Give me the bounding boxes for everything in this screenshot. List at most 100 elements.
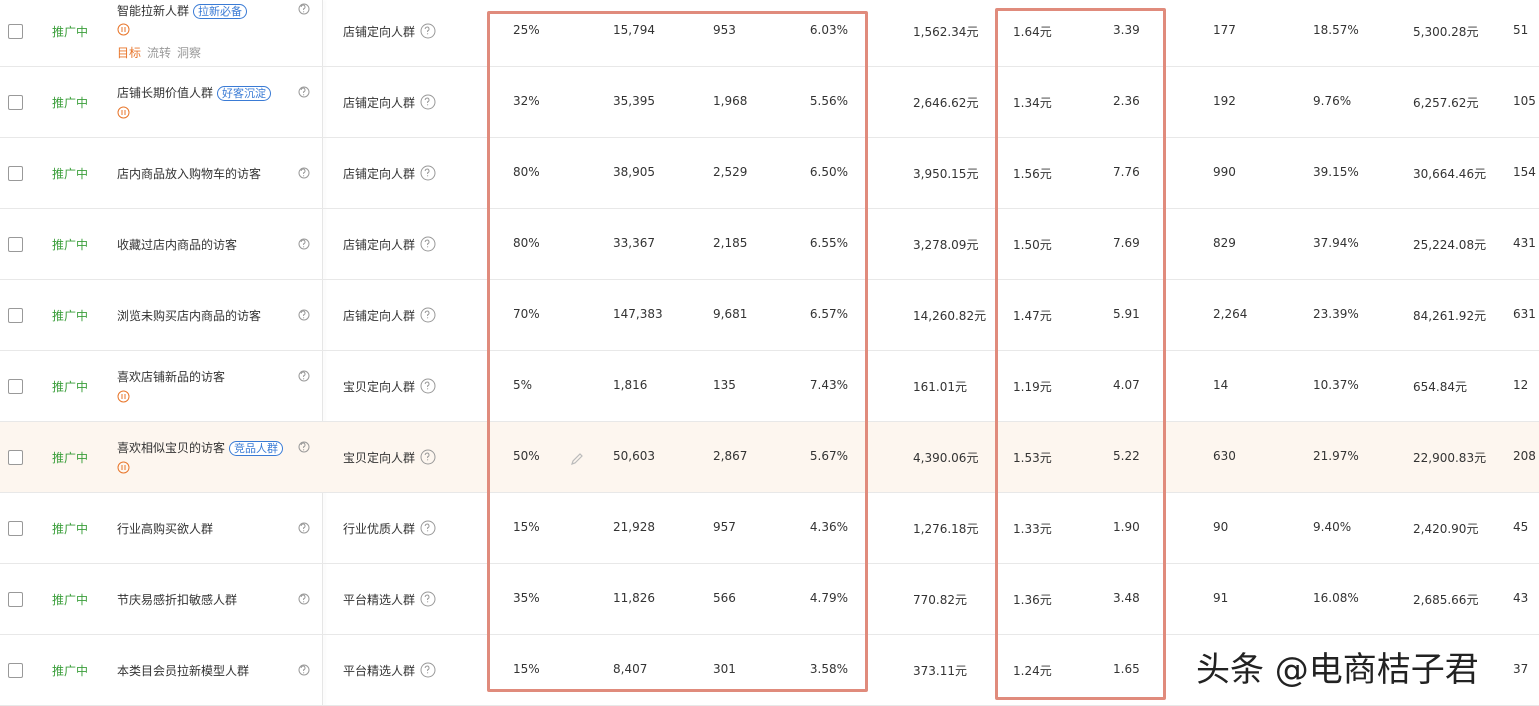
cell-value: 51 <box>1513 23 1529 37</box>
cell-value: 1.64元 <box>1013 25 1052 39</box>
action-link[interactable]: 流转 <box>147 46 172 60</box>
cell-value: 1.33元 <box>1013 522 1052 536</box>
cell-value: 7.69 <box>1113 236 1140 250</box>
status: 推广中 <box>52 309 89 323</box>
checkbox[interactable] <box>8 592 23 607</box>
checkbox[interactable] <box>8 24 23 39</box>
cell-value: 1.47元 <box>1013 309 1052 323</box>
help-icon[interactable] <box>420 662 436 678</box>
checkbox[interactable] <box>8 663 23 678</box>
cell-value: 6,257.62元 <box>1413 96 1479 110</box>
audience-type: 宝贝定向人群 <box>343 380 416 394</box>
cell-value: 10.37% <box>1313 378 1359 392</box>
pause-icon <box>117 106 130 118</box>
help-icon[interactable] <box>298 593 310 605</box>
action-link[interactable]: 目标 <box>117 46 142 60</box>
help-icon[interactable] <box>420 94 436 110</box>
pause-icon <box>117 461 130 473</box>
help-icon[interactable] <box>420 520 436 536</box>
tag: 竞品人群 <box>229 441 284 456</box>
status: 推广中 <box>52 167 89 181</box>
help-icon[interactable] <box>420 236 436 252</box>
cell-value: 35% <box>513 591 540 605</box>
checkbox[interactable] <box>8 237 23 252</box>
name-text: 喜欢店铺新品的访客 <box>117 370 226 384</box>
name-text: 节庆易感折扣敏感人群 <box>117 593 238 607</box>
checkbox[interactable] <box>8 450 23 465</box>
help-icon[interactable] <box>298 522 310 534</box>
audience-name: 喜欢店铺新品的访客 <box>117 368 225 385</box>
cell-value: 2,685.66元 <box>1413 593 1479 607</box>
cell-value: 38,905 <box>613 165 655 179</box>
help-icon[interactable] <box>420 165 436 181</box>
audience-type: 店铺定向人群 <box>343 309 416 323</box>
table-row: 推广中 智能拉新人群 拉新必备 目标 流转 洞察 店铺定向人群 25% 15,794 953 6.0… <box>0 0 1539 67</box>
cell-value: 631 <box>1513 307 1536 321</box>
checkbox[interactable] <box>8 308 23 323</box>
checkbox[interactable] <box>8 166 23 181</box>
cell-value: 630 <box>1213 449 1236 463</box>
name-text: 本类目会员拉新模型人群 <box>117 664 250 678</box>
checkbox[interactable] <box>8 95 23 110</box>
action-link[interactable]: 洞察 <box>177 46 202 60</box>
cell-value: 147,383 <box>613 307 663 321</box>
tag: 好客沉淀 <box>217 86 272 101</box>
help-icon[interactable] <box>420 378 436 394</box>
cell-value: 4.36% <box>809 520 848 534</box>
cell-value: 16.08% <box>1313 591 1359 605</box>
edit-icon[interactable] <box>570 452 584 466</box>
audience-type: 店铺定向人群 <box>343 96 416 110</box>
name-text: 喜欢相似宝贝的访客 <box>117 441 226 455</box>
audience-name: 行业高购买欲人群 <box>117 520 213 537</box>
help-icon[interactable] <box>420 307 436 323</box>
help-icon[interactable] <box>420 449 436 465</box>
cell-value: 35,395 <box>613 94 655 108</box>
watermark: 头条 @电商桔子君 <box>1196 650 1479 690</box>
name-text: 店内商品放入购物车的访客 <box>117 167 262 181</box>
cell-value: 45 <box>1513 520 1529 534</box>
cell-value: 7.76 <box>1113 165 1140 179</box>
cell-value: 50% <box>513 449 540 463</box>
cell-value: 37 <box>1513 662 1529 676</box>
audience-type: 行业优质人群 <box>343 522 416 536</box>
table-row: 推广中 喜欢相似宝贝的访客 竞品人群 宝贝定向人群 50% 50,603 2,867 5.67… <box>0 422 1539 493</box>
cell-value: 50,603 <box>613 449 655 463</box>
cell-value: 15% <box>513 662 540 676</box>
status: 推广中 <box>52 522 89 536</box>
help-icon[interactable] <box>298 309 310 321</box>
checkbox[interactable] <box>8 379 23 394</box>
cell-value: 373.11元 <box>913 664 967 678</box>
cell-value: 5.67% <box>809 449 848 463</box>
help-icon[interactable] <box>420 591 436 607</box>
help-icon[interactable] <box>298 3 310 15</box>
cell-value: 7.43% <box>809 378 848 392</box>
cell-value: 1.90 <box>1113 520 1140 534</box>
cell-value: 21,928 <box>613 520 655 534</box>
audience-name: 浏览未购买店内商品的访客 <box>117 307 261 324</box>
audience-type: 店铺定向人群 <box>343 167 416 181</box>
help-icon[interactable] <box>298 238 310 250</box>
cell-value: 37.94% <box>1313 236 1359 250</box>
cell-value: 1.56元 <box>1013 167 1052 181</box>
help-icon[interactable] <box>298 370 310 382</box>
table-row: 推广中 浏览未购买店内商品的访客 店铺定向人群 70% 147,383 9,681 6.57… <box>0 280 1539 351</box>
cell-value: 33,367 <box>613 236 655 250</box>
cell-value: 1,562.34元 <box>913 25 979 39</box>
checkbox[interactable] <box>8 521 23 536</box>
cell-value: 30,664.46元 <box>1413 167 1487 181</box>
help-icon[interactable] <box>298 441 310 453</box>
cell-value: 39.15% <box>1313 165 1359 179</box>
cell-value: 1.65 <box>1113 662 1140 676</box>
audience-type: 平台精选人群 <box>343 593 416 607</box>
help-icon[interactable] <box>420 23 436 39</box>
cell-value: 80% <box>513 165 540 179</box>
cell-value: 21.97% <box>1313 449 1359 463</box>
cell-value: 1.36元 <box>1013 593 1052 607</box>
cell-value: 5% <box>513 378 533 392</box>
column-divider <box>322 0 323 706</box>
help-icon[interactable] <box>298 86 310 98</box>
help-icon[interactable] <box>298 167 310 179</box>
help-icon[interactable] <box>298 664 310 676</box>
cell-value: 177 <box>1213 23 1236 37</box>
cell-value: 829 <box>1213 236 1236 250</box>
